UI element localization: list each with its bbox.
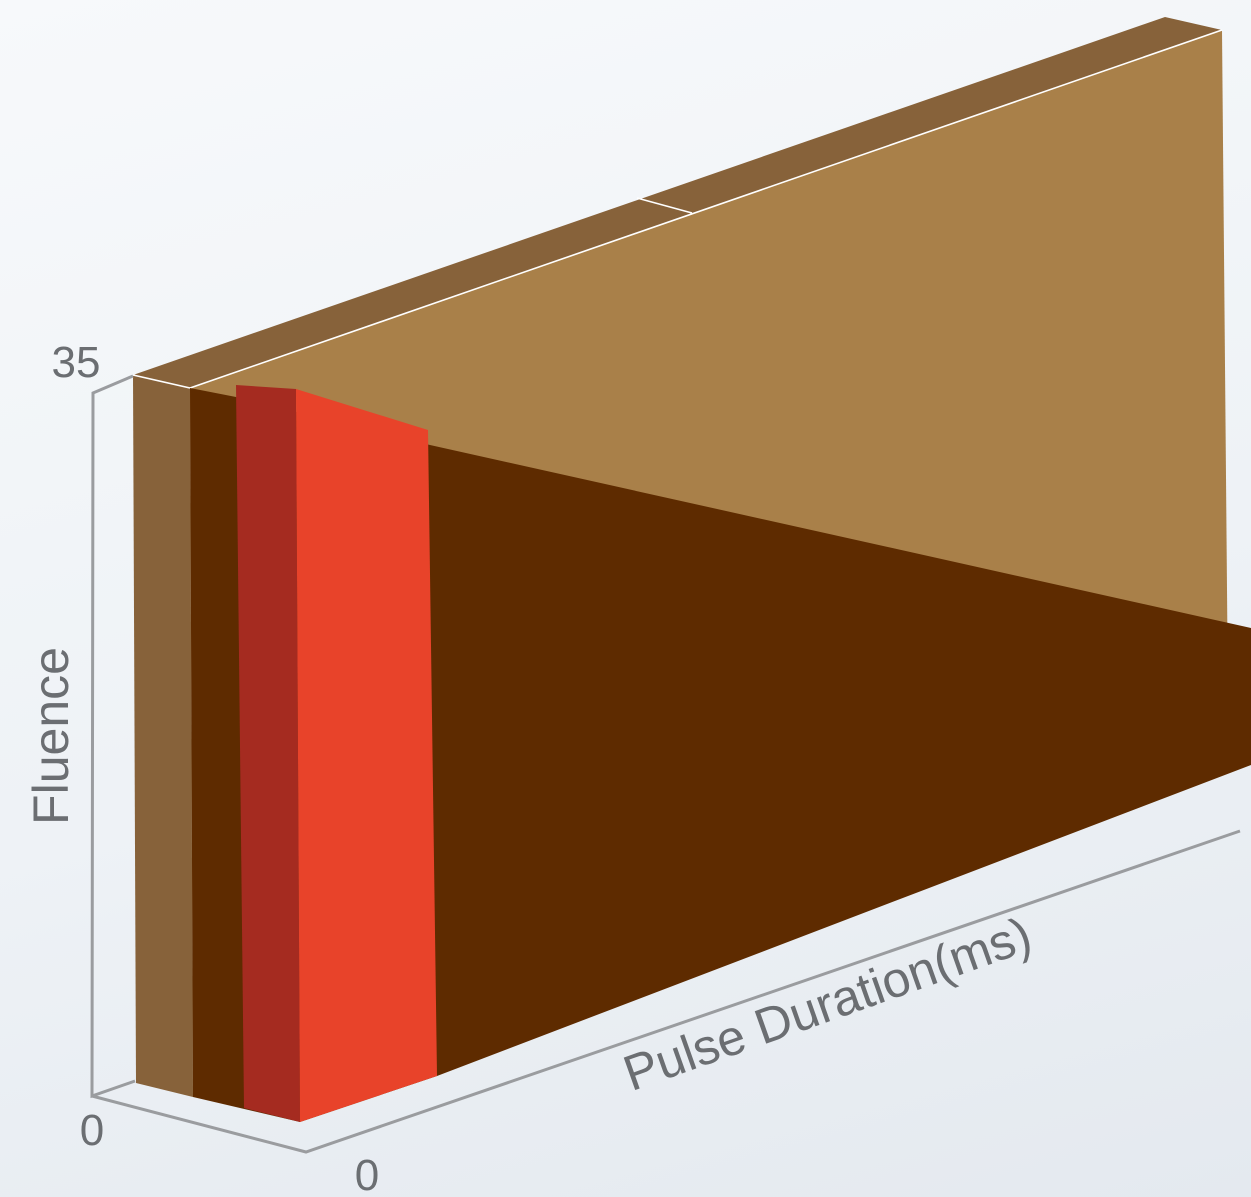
series-red-slab — [236, 385, 437, 1122]
back-wall-side — [133, 375, 193, 1097]
y-tick-label-min: 0 — [80, 1106, 104, 1155]
series-dark-wedge — [190, 388, 1251, 1122]
x-axis — [91, 829, 1241, 1154]
back-wall-top-band — [133, 17, 1222, 388]
red-slab-face — [296, 389, 437, 1122]
back-wall-edge — [189, 29, 1223, 389]
red-slab-side — [236, 385, 300, 1122]
back-wall-top-edge — [132, 374, 191, 389]
x-axis-line — [91, 829, 1241, 1154]
back-wall-seam — [636, 197, 693, 214]
x-tick-label-min: 0 — [355, 1151, 379, 1197]
y-axis — [90, 374, 136, 1099]
y-tick-label-max: 35 — [52, 338, 101, 387]
y-axis-label: Fluence — [23, 647, 79, 825]
y-axis-line — [90, 374, 136, 1099]
dark-wedge-face — [190, 388, 1251, 1122]
